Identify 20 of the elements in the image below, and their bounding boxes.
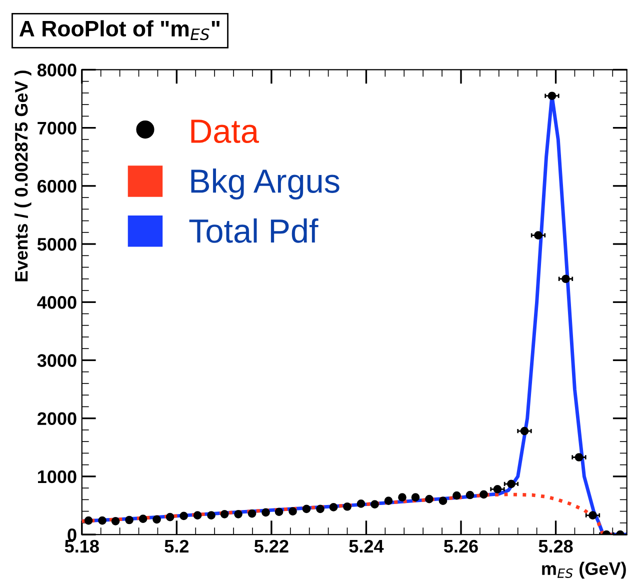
y-tick-label: 6000 <box>38 180 76 193</box>
y-tick-label: 1000 <box>38 470 76 484</box>
y-tick-label: 4000 <box>37 296 76 309</box>
y-tick-label: 2000 <box>38 412 76 426</box>
x-tick-label: 5.22 <box>254 540 288 553</box>
legend-label: Bkg Argus <box>191 168 340 200</box>
y-tick-label: 5000 <box>37 238 76 251</box>
legend-label: Total Pdf <box>189 218 318 243</box>
y-tick-label: 8000 <box>37 64 76 76</box>
x-axis-title: m$_{ES}$ (GeV) <box>542 562 626 579</box>
y-tick-label: 7000 <box>38 122 76 135</box>
x-tick-label: 5.24 <box>349 540 384 553</box>
y-axis-title: Events / ( 0.002875 GeV ) <box>14 70 32 282</box>
x-tick-label: 5.2 <box>164 540 188 553</box>
chart-title: A RooPlot of "m$_{ES}$" <box>19 20 220 40</box>
y-tick-label: 3000 <box>37 354 76 367</box>
x-tick-label: 5.28 <box>538 540 573 553</box>
legend-label: Data <box>191 120 259 144</box>
x-tick-label: 5.18 <box>64 540 99 553</box>
x-tick-label: 5.26 <box>444 540 478 553</box>
